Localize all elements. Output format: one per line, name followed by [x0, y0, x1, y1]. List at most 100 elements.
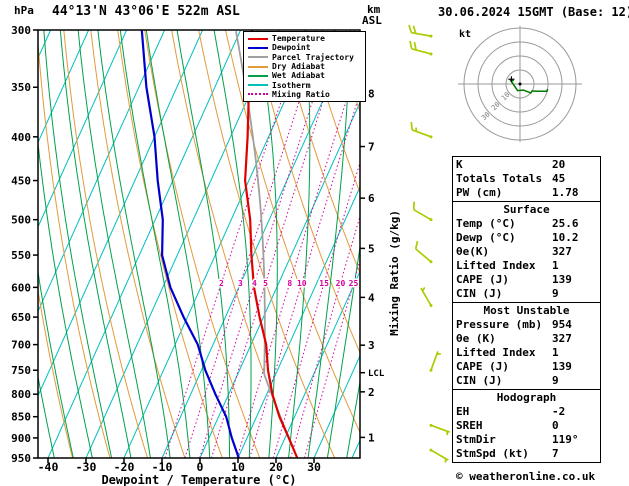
wet-adiabat-line: [346, 379, 360, 458]
stat-label: PW (cm): [456, 186, 503, 199]
km-tick-label: 5: [368, 242, 375, 255]
stat-row: Pressure (mb) 954: [456, 318, 597, 332]
isotherm-line: [38, 30, 90, 144]
wind-barb-full: [414, 240, 419, 250]
stat-label: CAPE (J): [456, 273, 509, 286]
hodograph-ring: [491, 55, 549, 113]
hodograph-ring-label: 20: [490, 101, 502, 113]
temperature-profile-line: [243, 30, 299, 458]
mixing-ratio-line: [304, 258, 360, 458]
dry-adiabat-line: [305, 30, 360, 195]
hodograph-ring-label: 30: [480, 110, 492, 122]
wet-adiabat-line: [59, 30, 132, 458]
stat-value: 954: [552, 318, 572, 331]
pressure-tick-label: 650: [11, 311, 31, 324]
wind-barb-half: [421, 286, 426, 292]
wet-adiabat-line: [366, 30, 450, 458]
mixing-ratio-value: 2: [219, 279, 224, 288]
stat-label: Dewp (°C): [456, 231, 516, 244]
km-tick-label: 2: [368, 386, 375, 399]
stat-value: 119°: [552, 433, 579, 446]
stat-value: 327: [552, 245, 572, 258]
stat-row: Lifted Index 1: [456, 259, 597, 273]
stat-label: CAPE (J): [456, 360, 509, 373]
isotherm-line: [38, 30, 128, 229]
legend-label: Dry Adiabat: [272, 62, 325, 72]
wind-barb-full: [409, 40, 413, 49]
wind-barb-staff: [411, 47, 432, 55]
pressure-axis: 300 350 400 450 500 550 600 650 700 750 800 850 900 9…: [11, 24, 38, 465]
copyright: © weatheronline.co.uk: [456, 470, 596, 483]
hodograph-ring: [505, 69, 535, 99]
pressure-tick-label: 350: [11, 81, 31, 94]
legend-item: Dry Adiabat: [248, 62, 365, 71]
wet-adiabat-line: [288, 30, 311, 458]
dry-adiabat-line: [252, 30, 360, 354]
hodograph-ring: [477, 41, 563, 127]
wind-barb-station-dot: [429, 52, 433, 56]
stat-row: CIN (J) 9: [456, 287, 597, 301]
wind-barb-full: [413, 41, 417, 51]
wet-adiabat-line: [38, 268, 74, 458]
km-tick-label: 6: [368, 192, 375, 205]
km-tick-label: 1: [368, 431, 375, 444]
legend-item: Wet Adiabat: [248, 71, 365, 80]
altitude-axis-unit-asl: ASL: [362, 14, 382, 27]
temperature-axis: -40 -30 -20 -10 0 10 20 30: [38, 458, 321, 474]
mixing-ratio-value: 3: [238, 279, 243, 288]
stat-label: Lifted Index: [456, 259, 536, 272]
pressure-tick-label: 400: [11, 131, 31, 144]
panel-section: K 20 Totals Totals 45 PW (cm) 1.78: [453, 157, 600, 201]
pressure-tick-label: 500: [11, 214, 31, 227]
km-tick-label: 8: [368, 88, 375, 101]
legend-swatch-temperature: [248, 37, 268, 40]
legend-swatch-wet_adiabat: [248, 74, 268, 77]
stat-value: 9: [552, 287, 559, 300]
wet-adiabat-line: [77, 30, 151, 458]
stat-value: 45: [552, 172, 566, 185]
stat-row: Lifted Index 1: [456, 346, 597, 360]
stat-value: 1.78: [552, 186, 579, 199]
legend-swatch-parcel: [248, 56, 268, 59]
lcl-marker: LCL: [360, 369, 385, 379]
pressure-tick-label: 750: [11, 364, 31, 377]
wind-barb-full: [408, 24, 413, 33]
temperature-tick-label: 0: [197, 460, 204, 474]
stat-row: θe(K) 327: [456, 245, 597, 259]
pressure-tick-label: 700: [11, 339, 31, 352]
stat-value: 0: [552, 419, 559, 432]
mixing-ratio-line: [210, 30, 347, 458]
hodograph-unit-label: kt: [459, 29, 471, 40]
dry-adiabat-line: [38, 287, 74, 458]
stat-label: CIN (J): [456, 287, 503, 300]
wet-adiabat-line: [97, 30, 171, 458]
dewpoint-profile-line: [140, 30, 240, 458]
panel-section-title: Surface: [503, 203, 550, 216]
stat-label: Lifted Index: [456, 346, 536, 359]
mixing-ratio-value: 15: [319, 279, 329, 288]
mixing-ratio-value: 8: [287, 279, 292, 288]
hodograph-origin-dot: [518, 82, 522, 86]
pressure-tick-label: 900: [11, 432, 31, 445]
temperature-tick-label: 10: [231, 460, 245, 474]
wind-barb-station-dot: [429, 303, 433, 307]
wind-barb-full: [410, 121, 414, 131]
pressure-tick-label: 450: [11, 175, 31, 188]
temperature-tick-label: -20: [114, 460, 135, 474]
hodograph-ring: [463, 27, 577, 141]
wind-barb-station-dot: [429, 368, 433, 372]
dry-adiabat-line: [63, 30, 148, 458]
hodograph-trace: [509, 79, 549, 94]
legend-label: Mixing Ratio: [272, 89, 330, 99]
legend-label: Temperature: [272, 34, 325, 44]
mixing-ratio-value: 10: [297, 279, 307, 288]
km-tick-label: 7: [368, 141, 375, 154]
stat-value: 7: [552, 447, 559, 460]
stat-label: SREH: [456, 419, 483, 432]
isotherm-line: [47, 30, 242, 458]
stat-row: K 20: [456, 158, 597, 172]
stat-label: θe (K): [456, 332, 496, 345]
mixing-ratio-axis-label: Mixing Ratio (g/kg): [388, 210, 401, 336]
